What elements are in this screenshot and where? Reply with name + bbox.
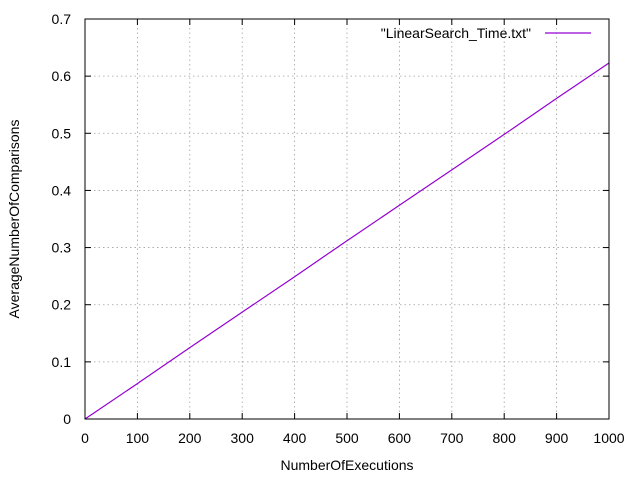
x-tick-label: 700 [440, 430, 464, 446]
x-tick-label: 900 [545, 430, 569, 446]
legend-label: "LinearSearch_Time.txt" [381, 25, 531, 41]
y-axis-label: AverageNumberOfComparisons [6, 120, 22, 319]
y-tick-label: 0.7 [52, 11, 72, 27]
y-tick-label: 0.4 [52, 182, 72, 198]
series-layer [84, 62, 610, 420]
y-tick-label: 0.1 [52, 354, 72, 370]
plot-frame [84, 18, 610, 420]
y-tick-labels: 0 0.1 0.2 0.3 0.4 0.5 0.6 0.7 [52, 11, 72, 427]
series-line [84, 62, 610, 420]
x-tick-label: 200 [178, 430, 202, 446]
y-tick-label: 0.5 [52, 125, 72, 141]
legend: "LinearSearch_Time.txt" [381, 25, 591, 41]
x-tick-label: 600 [388, 430, 412, 446]
x-axis-label: NumberOfExecutions [280, 457, 413, 473]
y-tick-label: 0.2 [52, 297, 72, 313]
y-tick-label: 0 [63, 411, 71, 427]
y-tick-label: 0.3 [52, 240, 72, 256]
y-tick-label: 0.6 [52, 68, 72, 84]
x-tick-label: 1000 [593, 430, 624, 446]
x-tick-label: 500 [335, 430, 359, 446]
x-tick-label: 400 [283, 430, 307, 446]
grid [85, 19, 609, 419]
x-tick-label: 0 [81, 430, 89, 446]
x-tick-labels: 0 100 200 300 400 500 600 700 800 900 1000 [81, 430, 625, 446]
x-tick-label: 300 [231, 430, 255, 446]
x-tick-label: 100 [126, 430, 150, 446]
x-tick-label: 800 [493, 430, 517, 446]
